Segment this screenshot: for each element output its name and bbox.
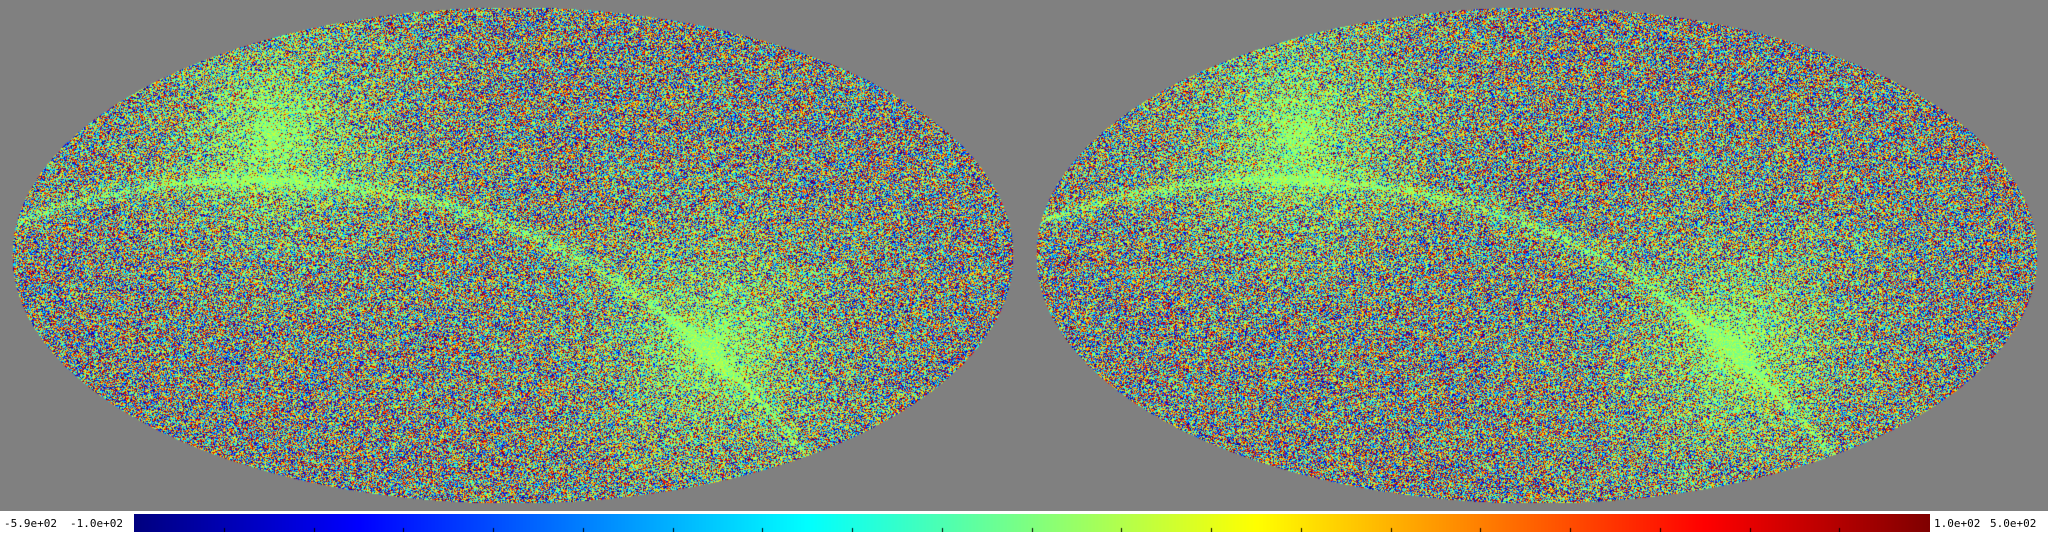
colorbar-gradient: [134, 514, 1930, 532]
right-mollweide-map: [1034, 5, 2039, 505]
left-mollweide-map: [10, 5, 1015, 505]
colorbar: -5.9e+02 -1.0e+02 1.0e+02 5.0e+02: [0, 511, 2048, 535]
sky-maps: [10, 5, 2039, 505]
colorbar-high-label: 1.0e+02: [1934, 517, 1981, 530]
colorbar-low-label: -1.0e+02: [70, 517, 123, 530]
colorbar-min-label: -5.9e+02: [4, 517, 57, 530]
colorbar-max-label: 5.0e+02: [1990, 517, 2037, 530]
